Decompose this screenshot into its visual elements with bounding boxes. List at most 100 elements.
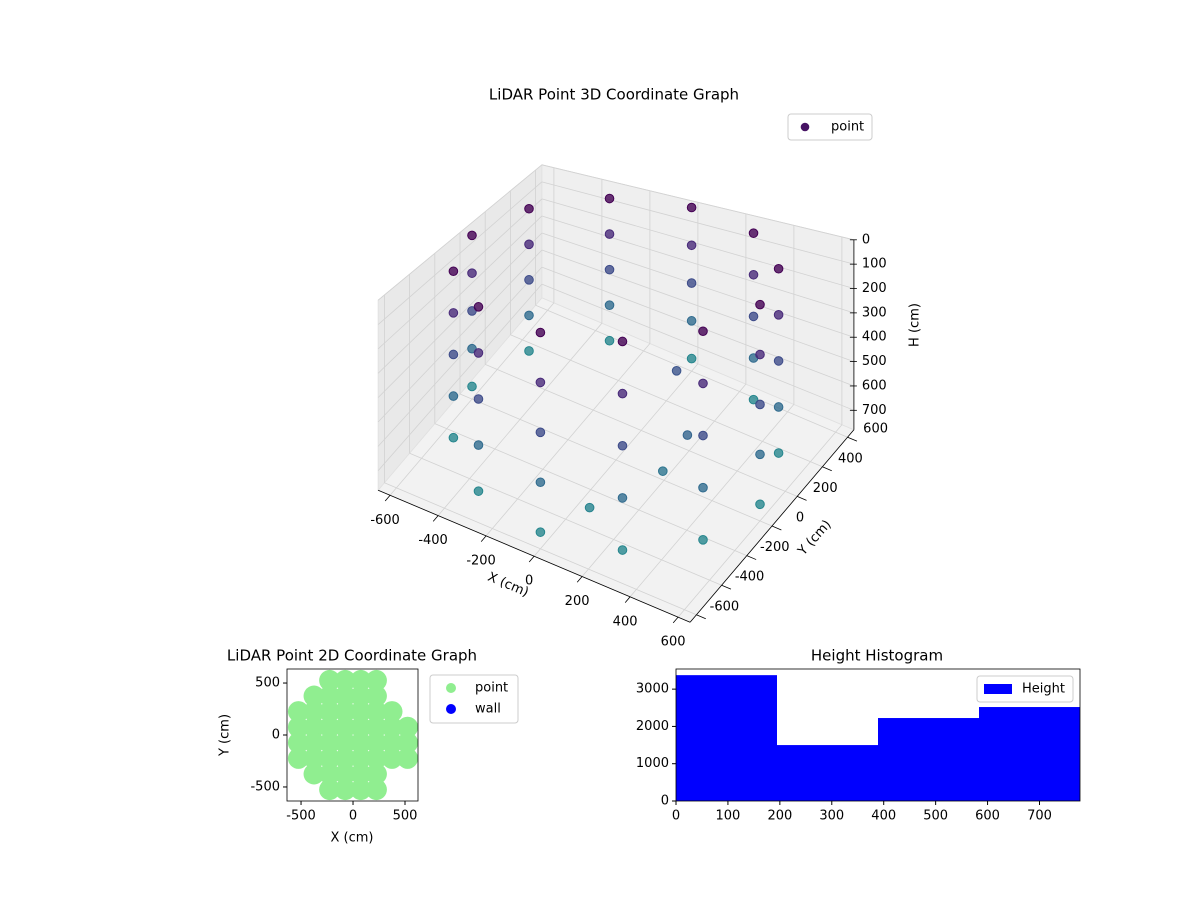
y-tick-label: 3000 [636,682,669,697]
point [397,732,418,754]
point [658,466,668,476]
grid-line [541,164,854,241]
point [381,747,403,769]
point [773,402,784,412]
point [467,381,477,392]
x-tick-label: 200 [565,594,590,609]
point [350,747,372,769]
x-tick-label: 700 [1027,809,1052,824]
point [698,378,708,389]
grid-line [510,334,823,468]
grid-line [409,452,722,586]
legend-marker [800,122,810,132]
point [334,779,356,801]
y-tick-label: 1000 [636,756,669,771]
point [350,732,372,754]
point [535,527,546,537]
grid-line [377,232,543,398]
point [287,701,309,723]
point [473,302,484,312]
bar [676,675,777,801]
point [350,669,372,691]
point [748,394,759,405]
point [617,388,628,399]
grid-line [377,249,543,423]
point [604,264,615,275]
point [524,346,534,356]
point [365,701,387,723]
legend-patch [984,684,1012,694]
tick-mark [797,496,807,501]
point [535,327,546,338]
x-axis-line [377,489,691,623]
point [535,427,546,438]
x-axis-label: X (cm) [331,831,374,846]
y-tick-label: 600 [863,422,888,437]
point [287,732,309,754]
z-tick-label: 300 [862,305,887,320]
grid-line [541,198,855,289]
point [524,275,534,285]
point [748,311,759,322]
x-tick-label: 0 [672,809,680,824]
y-tick-label: 200 [813,481,838,496]
chart-title: Height Histogram [811,647,943,665]
grid-line [535,304,848,438]
x-axis-label: X (cm) [485,570,530,601]
z-tick-label: 400 [862,330,887,345]
point [365,747,387,769]
point [319,747,341,769]
point [535,477,546,488]
point [448,266,459,277]
legend-label: wall [475,702,501,717]
point [303,763,325,785]
point [448,432,459,443]
x-tick-label: 400 [871,809,896,824]
point [524,310,534,321]
bar [777,745,878,801]
point [319,732,341,754]
point [617,440,628,451]
point [524,203,534,214]
legend-box [976,675,1074,703]
axes-frame [675,668,1081,802]
legend-marker [446,704,456,714]
point [334,685,356,707]
y-tick-label: 2000 [636,719,669,734]
point [467,230,477,241]
point [303,685,325,707]
point [686,278,697,288]
y-tick-label: -500 [250,779,280,794]
tick-mark [746,555,757,560]
x-tick-label: 500 [393,809,418,824]
point [671,366,682,376]
point [604,229,615,239]
point [365,763,387,785]
y-tick-label: 0 [796,511,804,526]
point [365,716,387,738]
point [698,535,708,545]
point [334,747,356,769]
point [381,701,403,723]
legend-marker [446,683,456,693]
point [448,391,459,401]
y-tick-label: 400 [838,451,863,466]
point [755,499,765,510]
tick-mark [771,525,782,531]
point [287,747,309,769]
tick-mark [721,584,732,590]
point [473,486,484,496]
grid-line [541,266,855,387]
point [773,263,784,274]
point [448,308,459,318]
grid-line [541,232,855,338]
y-tick-label: 500 [255,676,280,691]
point [748,228,759,238]
point [473,348,484,358]
y-tick-label: -600 [710,599,740,614]
point [319,763,341,785]
z-tick-label: 500 [862,354,887,369]
point [303,701,325,723]
point [319,685,341,707]
point [755,449,765,460]
